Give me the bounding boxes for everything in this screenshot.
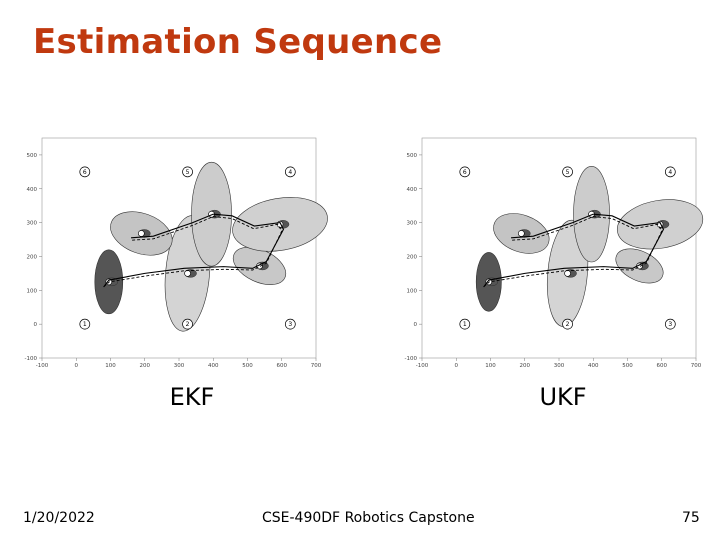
landmark-marker bbox=[79, 166, 91, 178]
landmark-marker bbox=[284, 166, 296, 178]
y-tick-label: -100 bbox=[405, 356, 418, 362]
landmark-label: 1 bbox=[83, 321, 87, 328]
x-tick-label: 0 bbox=[455, 363, 459, 369]
estimated-trajectory-line bbox=[483, 216, 663, 288]
landmark-marker bbox=[79, 318, 91, 330]
y-tick-label: 0 bbox=[34, 322, 38, 328]
y-tick-label: 500 bbox=[407, 153, 418, 159]
landmark-marker bbox=[664, 166, 676, 178]
ekf-trajectory-plot: -100 0 100 200 300 400 500 600 700 500 400 300 200 10… bbox=[20, 130, 340, 375]
x-tick-label: 600 bbox=[277, 363, 288, 369]
landmark-label: 4 bbox=[668, 169, 672, 176]
x-tick-label: 700 bbox=[691, 363, 702, 369]
y-tick-label: 300 bbox=[407, 221, 418, 227]
ukf-trajectory-plot: -100 0 100 200 300 400 500 600 700 500 400 300 200 10… bbox=[400, 130, 720, 375]
x-tick-label: 300 bbox=[174, 363, 185, 369]
y-tick-label: 500 bbox=[27, 153, 38, 159]
footer-page-number: 75 bbox=[682, 510, 700, 526]
landmark-marker bbox=[562, 318, 573, 330]
landmark-marker bbox=[664, 318, 676, 330]
x-tick-label: 100 bbox=[105, 363, 116, 369]
y-tick-label: 400 bbox=[407, 187, 418, 193]
x-tick-label: 400 bbox=[588, 363, 599, 369]
ukf-caption: UKF bbox=[539, 383, 587, 411]
landmark-label: 3 bbox=[288, 321, 292, 328]
y-tick-label: 0 bbox=[414, 322, 418, 328]
landmark-label: 5 bbox=[566, 169, 570, 176]
landmark-label: 5 bbox=[186, 169, 190, 176]
landmark-label: 2 bbox=[186, 321, 190, 328]
x-tick-label: 100 bbox=[485, 363, 496, 369]
y-tick-label: 200 bbox=[407, 254, 418, 260]
robot-marker bbox=[138, 230, 145, 237]
landmark-label: 6 bbox=[463, 169, 467, 176]
x-tick-label: 300 bbox=[554, 363, 565, 369]
landmark-marker bbox=[182, 318, 193, 330]
landmark-marker bbox=[562, 166, 573, 178]
landmark-marker bbox=[459, 318, 471, 330]
true-trajectory-line bbox=[483, 213, 665, 288]
robot-marker bbox=[564, 270, 571, 277]
slide-title: Estimation Sequence bbox=[33, 22, 443, 62]
x-tick-label: 200 bbox=[140, 363, 151, 369]
landmark-label: 4 bbox=[288, 169, 292, 176]
x-tick-label: 400 bbox=[208, 363, 219, 369]
x-tick-label: -100 bbox=[416, 363, 429, 369]
y-tick-label: 400 bbox=[27, 187, 38, 193]
ekf-plot-svg: -100 0 100 200 300 400 500 600 70050040030020010… bbox=[25, 137, 328, 369]
y-tick-label: -100 bbox=[25, 356, 38, 362]
robot-marker bbox=[184, 270, 191, 277]
y-tick-label: 300 bbox=[27, 221, 38, 227]
estimated-trajectory-line bbox=[103, 216, 283, 288]
landmark-label: 3 bbox=[668, 321, 672, 328]
landmark-marker bbox=[459, 166, 471, 178]
landmark-marker bbox=[182, 166, 193, 178]
x-tick-label: 600 bbox=[657, 363, 668, 369]
x-tick-label: -100 bbox=[36, 363, 49, 369]
y-tick-label: 100 bbox=[27, 288, 38, 294]
x-tick-label: 500 bbox=[622, 363, 633, 369]
x-tick-label: 200 bbox=[520, 363, 531, 369]
landmark-label: 1 bbox=[463, 321, 467, 328]
x-tick-label: 0 bbox=[75, 363, 79, 369]
y-tick-label: 200 bbox=[27, 254, 38, 260]
landmark-marker bbox=[284, 318, 296, 330]
x-tick-label: 500 bbox=[242, 363, 253, 369]
ukf-plot-svg: -100 0 100 200 300 400 500 600 70050040030020010… bbox=[405, 137, 704, 369]
ekf-caption: EKF bbox=[169, 383, 215, 411]
true-trajectory-line bbox=[103, 213, 285, 288]
y-tick-label: 100 bbox=[407, 288, 418, 294]
x-tick-label: 700 bbox=[311, 363, 322, 369]
footer-date: 1/20/2022 bbox=[23, 510, 95, 526]
footer-course: CSE-490DF Robotics Capstone bbox=[262, 510, 475, 526]
landmark-label: 2 bbox=[566, 321, 570, 328]
landmark-label: 6 bbox=[83, 169, 87, 176]
robot-marker bbox=[518, 230, 525, 237]
